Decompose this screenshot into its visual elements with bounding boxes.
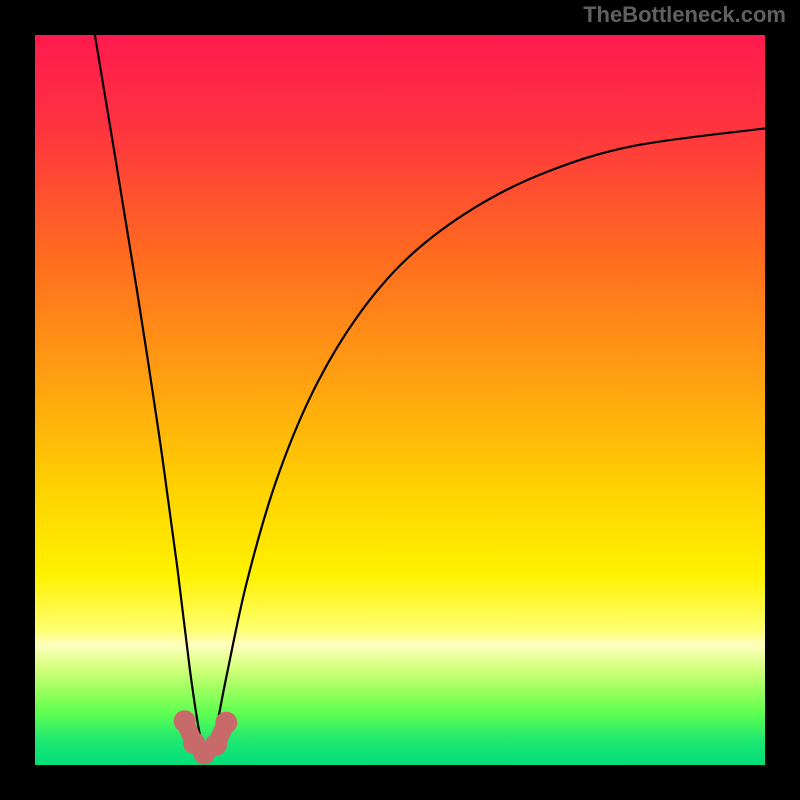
dip-marker-dot [174,710,196,732]
chart-frame: TheBottleneck.com [0,0,800,800]
dip-marker-dot [215,712,237,734]
dip-marker-dot [205,734,227,756]
bottleneck-curve [95,35,765,756]
attribution-watermark: TheBottleneck.com [583,2,786,28]
chart-svg [0,0,800,800]
